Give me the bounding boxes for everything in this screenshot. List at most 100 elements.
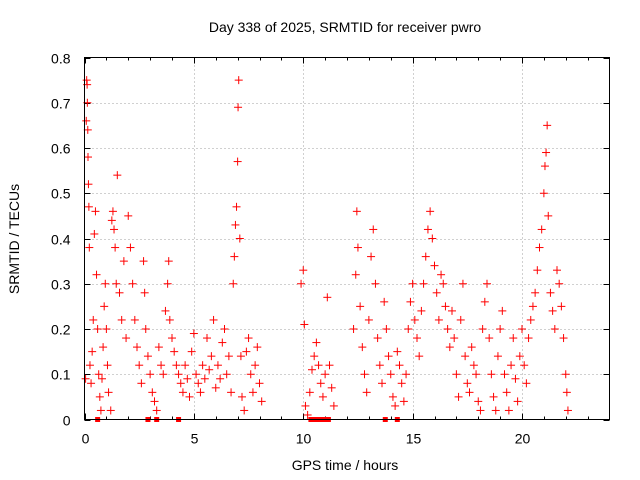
data-point <box>135 361 144 370</box>
data-point <box>474 397 483 406</box>
data-point <box>461 352 470 361</box>
data-point <box>367 252 376 261</box>
data-point <box>364 315 373 324</box>
data-point <box>174 370 183 379</box>
data-point <box>110 225 119 234</box>
data-point <box>234 76 243 85</box>
data-point <box>124 211 133 220</box>
data-point <box>233 157 242 166</box>
data-point <box>96 406 105 415</box>
data-point <box>106 406 115 415</box>
data-point <box>543 121 552 130</box>
data-point <box>143 352 152 361</box>
x-tick-label: 15 <box>406 431 422 447</box>
x-tick-label: 5 <box>191 431 199 447</box>
data-point <box>301 401 310 410</box>
data-point <box>469 361 478 370</box>
data-point <box>437 270 446 279</box>
data-point <box>491 406 500 415</box>
data-point <box>450 334 459 343</box>
data-point <box>325 361 334 370</box>
data-point <box>81 374 90 383</box>
data-point <box>323 293 332 302</box>
data-point <box>99 343 108 352</box>
data-point <box>236 352 245 361</box>
data-point <box>502 388 511 397</box>
data-point <box>419 279 428 288</box>
data-point <box>498 306 507 315</box>
data-point <box>139 257 148 266</box>
data-point <box>402 370 411 379</box>
data-point <box>371 279 380 288</box>
data-point <box>128 279 137 288</box>
data-point <box>84 202 93 211</box>
data-point <box>102 325 111 333</box>
data-point <box>229 279 238 288</box>
data-point <box>528 302 537 311</box>
data-point <box>456 315 465 324</box>
data-point <box>524 334 533 343</box>
data-point <box>234 103 243 112</box>
data-point <box>92 270 101 279</box>
data-point <box>463 379 472 388</box>
data-point <box>113 171 122 180</box>
data-point <box>141 325 150 333</box>
data-point <box>535 243 544 252</box>
data-point <box>509 334 518 343</box>
data-point <box>441 302 450 311</box>
y-tick-label: 0.8 <box>51 51 71 67</box>
data-point <box>518 325 526 333</box>
data-point <box>87 379 96 388</box>
data-point <box>203 334 211 343</box>
data-point <box>216 374 225 383</box>
y-tick-label: 0.2 <box>51 322 71 338</box>
data-point <box>526 315 535 324</box>
data-point <box>417 306 426 315</box>
data-point <box>548 306 557 315</box>
data-point <box>408 279 417 288</box>
data-point <box>353 243 362 252</box>
data-point <box>148 388 157 397</box>
data-point <box>452 370 461 379</box>
data-point <box>107 216 116 225</box>
data-point <box>146 370 155 379</box>
data-point <box>103 361 112 370</box>
data-point <box>314 361 323 370</box>
data-point <box>91 207 100 216</box>
data-point <box>507 361 516 370</box>
data-point <box>140 288 149 297</box>
data-point <box>489 392 498 401</box>
data-point <box>84 180 93 189</box>
data-point <box>85 243 94 252</box>
data-point <box>257 397 266 406</box>
data-point <box>351 270 360 279</box>
data-point <box>555 279 564 288</box>
data-point <box>415 352 424 361</box>
y-tick-label: 0.7 <box>51 96 71 112</box>
data-point <box>458 279 467 288</box>
data-point <box>312 338 321 347</box>
data-point <box>117 315 126 324</box>
data-point <box>384 352 393 361</box>
data-point <box>154 343 163 352</box>
data-point <box>89 315 98 324</box>
data-point <box>352 207 361 216</box>
data-point <box>305 388 314 397</box>
data-point <box>369 225 378 234</box>
data-point <box>496 325 505 333</box>
data-point <box>511 374 520 383</box>
data-point <box>198 361 207 370</box>
data-point <box>544 211 553 220</box>
data-point <box>467 343 476 352</box>
data-point <box>553 266 561 275</box>
data-point <box>230 252 239 261</box>
x-axis-label: GPS time / hours <box>292 457 399 473</box>
x-tick-label: 20 <box>515 431 531 447</box>
data-point <box>108 207 117 216</box>
data-point <box>192 370 201 379</box>
y-tick-label: 0.4 <box>51 232 71 248</box>
y-tick-label: 0.5 <box>51 186 71 202</box>
data-point <box>404 325 413 333</box>
data-point <box>413 334 421 343</box>
